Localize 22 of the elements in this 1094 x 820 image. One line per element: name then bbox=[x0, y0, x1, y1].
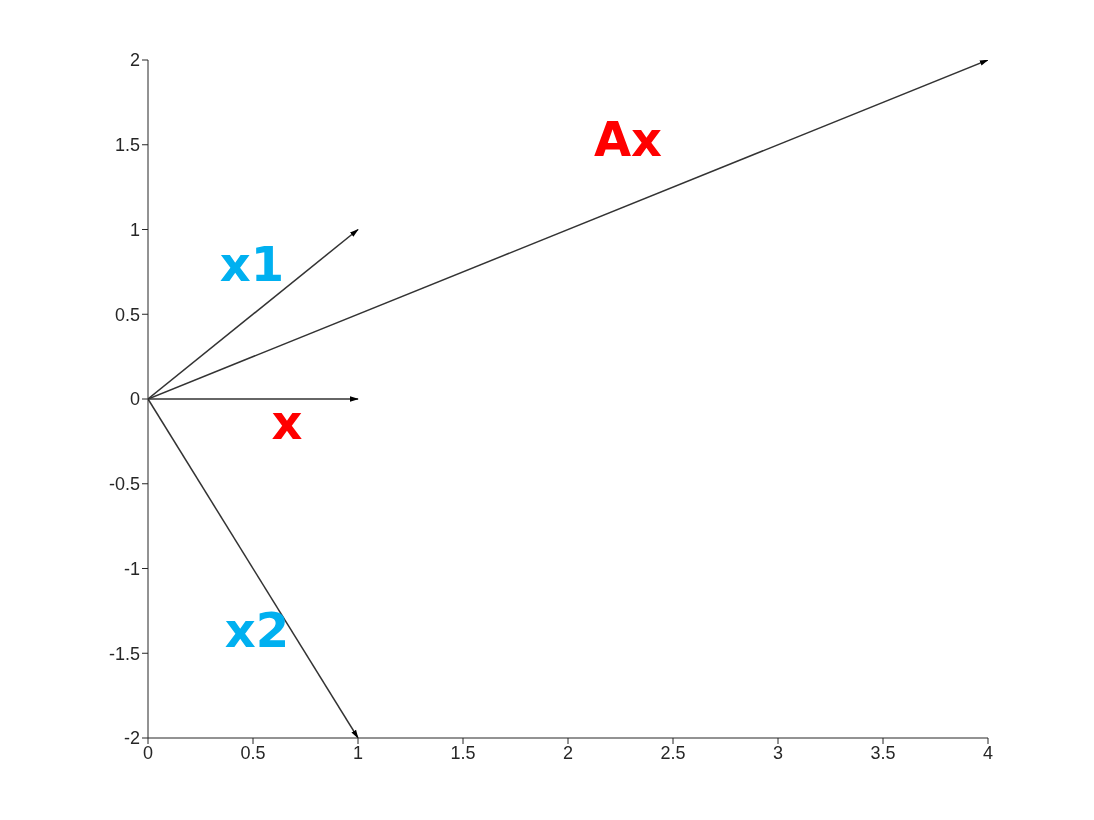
y-tick-label: 0 bbox=[129, 389, 140, 410]
x-tick-label: 1 bbox=[352, 742, 364, 763]
x-tick-label: 4 bbox=[982, 742, 994, 763]
y-tick-label: -0.5 bbox=[108, 474, 140, 495]
y-tick-label: 2 bbox=[129, 50, 140, 71]
x-tick-label: 0.5 bbox=[240, 742, 266, 763]
legend-label: x2 bbox=[224, 601, 290, 658]
x-tick-label: 2.5 bbox=[660, 742, 686, 763]
y-tick-label: -1.5 bbox=[108, 643, 140, 664]
y-tick-label: -1 bbox=[123, 558, 140, 579]
y-tick-label: -2 bbox=[123, 728, 140, 749]
x-tick-label: 3.5 bbox=[870, 742, 896, 763]
y-tick-label: 1 bbox=[129, 219, 140, 240]
series-label: x1 bbox=[219, 236, 285, 293]
series-label: x bbox=[271, 394, 303, 450]
y-tick-label: 1.5 bbox=[114, 135, 140, 156]
y-tick-label: 0.5 bbox=[114, 304, 140, 325]
x-tick-label: 1.5 bbox=[450, 742, 476, 763]
x-tick-label: 2 bbox=[562, 742, 574, 763]
x-tick-label: 0 bbox=[142, 742, 154, 763]
x-tick-label: 3 bbox=[772, 742, 784, 763]
series-label: Ax bbox=[593, 110, 663, 167]
